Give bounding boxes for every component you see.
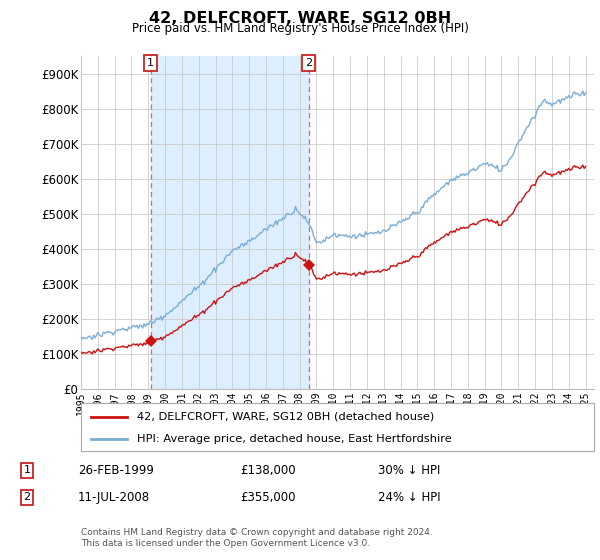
- Text: 2: 2: [305, 58, 312, 68]
- Text: 2: 2: [23, 492, 31, 502]
- Text: Contains HM Land Registry data © Crown copyright and database right 2024.
This d: Contains HM Land Registry data © Crown c…: [81, 528, 433, 548]
- Text: 30% ↓ HPI: 30% ↓ HPI: [378, 464, 440, 477]
- Text: 26-FEB-1999: 26-FEB-1999: [78, 464, 154, 477]
- Text: 24% ↓ HPI: 24% ↓ HPI: [378, 491, 440, 504]
- Text: 1: 1: [147, 58, 154, 68]
- Text: 42, DELFCROFT, WARE, SG12 0BH: 42, DELFCROFT, WARE, SG12 0BH: [149, 11, 451, 26]
- Text: Price paid vs. HM Land Registry's House Price Index (HPI): Price paid vs. HM Land Registry's House …: [131, 22, 469, 35]
- Text: £138,000: £138,000: [240, 464, 296, 477]
- Text: 11-JUL-2008: 11-JUL-2008: [78, 491, 150, 504]
- Bar: [151, 56, 308, 389]
- Text: 42, DELFCROFT, WARE, SG12 0BH (detached house): 42, DELFCROFT, WARE, SG12 0BH (detached …: [137, 412, 434, 422]
- Text: 1: 1: [23, 465, 31, 475]
- Text: £355,000: £355,000: [240, 491, 296, 504]
- Text: HPI: Average price, detached house, East Hertfordshire: HPI: Average price, detached house, East…: [137, 434, 452, 444]
